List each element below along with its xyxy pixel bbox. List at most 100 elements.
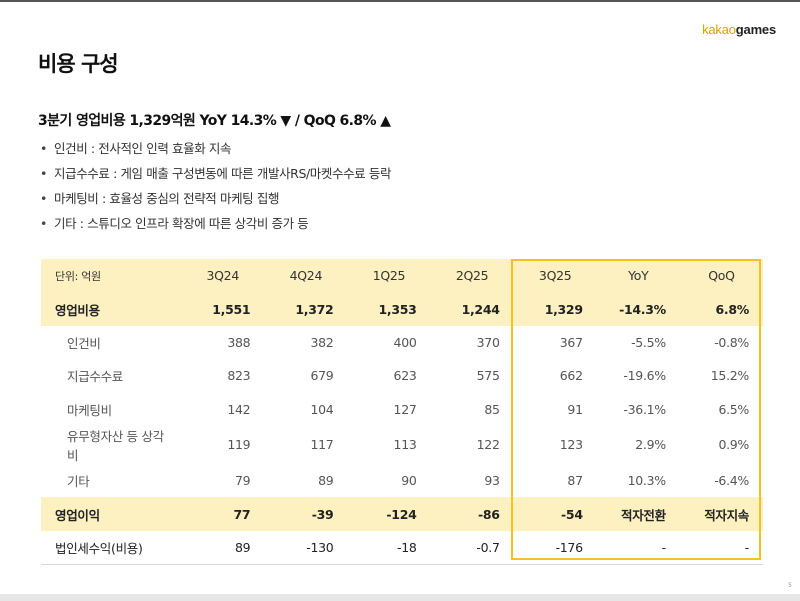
cell: 127 — [393, 401, 417, 417]
bullet-item: • 마케팅비 : 효율성 중심의 전략적 마케팅 집행 — [40, 190, 391, 215]
cell: 15.2% — [710, 368, 750, 384]
cell: 1,551 — [181, 292, 265, 326]
bullet-dot: • — [40, 141, 47, 156]
table-row-depreciation: 유무형자산 등 상각비 119 117 113 122 123 2.9% 0.9… — [41, 426, 763, 464]
cell: 0.9% — [718, 437, 749, 453]
table-row-fees: 지급수수료 823 679 623 575 662 -19.6% 15.2% — [41, 359, 763, 392]
cell: 382 — [310, 334, 334, 350]
cell: 575 — [476, 368, 500, 384]
cell: 400 — [393, 334, 417, 350]
cell: 90 — [401, 473, 417, 489]
cell: 122 — [476, 437, 500, 453]
header-1q25: 1Q25 — [347, 259, 431, 293]
cell: 적자지속 — [679, 497, 763, 531]
header-3q25: 3Q25 — [513, 259, 597, 293]
table-row-labor: 인건비 388 382 400 370 367 -5.5% -0.8% — [41, 326, 763, 359]
cell: -0.7 — [430, 530, 514, 565]
cell: 117 — [310, 437, 334, 453]
cell: 104 — [310, 401, 334, 417]
cell: -5.5% — [631, 334, 666, 350]
bullet-dot: • — [40, 216, 47, 231]
cell: 367 — [559, 334, 583, 350]
row-label: 유무형자산 등 상각비 — [67, 428, 164, 463]
row-label: 마케팅비 — [67, 402, 112, 418]
cell: 662 — [559, 368, 583, 384]
bullet-list: • 인건비 : 전사적인 인력 효율화 지속 • 지급수수료 : 게임 매출 구성변… — [40, 140, 391, 240]
cell: -36.1% — [623, 401, 666, 417]
cell: -39 — [264, 497, 348, 531]
cell: 1,353 — [347, 292, 431, 326]
cell: 370 — [476, 334, 500, 350]
row-label: 영업비용 — [41, 292, 182, 326]
cell: 113 — [393, 437, 417, 453]
bullet-dot: • — [40, 166, 47, 181]
table-row-income-tax: 법인세수익(비용) 89 -130 -18 -0.7 -176 - - — [41, 530, 763, 565]
cell: 77 — [181, 497, 265, 531]
bullet-item: • 기타 : 스튜디오 인프라 확장에 따른 상각비 증가 등 — [40, 215, 391, 240]
cell: 119 — [227, 437, 251, 453]
cell: 823 — [227, 368, 251, 384]
header-3q24: 3Q24 — [181, 259, 265, 293]
page-title: 비용 구성 — [38, 52, 119, 76]
bottom-bar — [0, 594, 800, 601]
header-yoy: YoY — [596, 259, 680, 293]
bullet-text: 지급수수료 : 게임 매출 구성변동에 따른 개발사RS/마켓수수료 등락 — [54, 166, 392, 181]
logo-kakao-text: kakao — [702, 22, 736, 37]
cell: 89 — [318, 473, 334, 489]
row-label: 인건비 — [67, 335, 101, 351]
cell: - — [596, 530, 680, 565]
cell: 1,372 — [264, 292, 348, 326]
cell: -14.3% — [596, 292, 680, 326]
cell: 388 — [227, 334, 251, 350]
cell: -86 — [430, 497, 514, 531]
page-number: 5 — [788, 582, 792, 589]
cell: -19.6% — [623, 368, 666, 384]
cell: 79 — [234, 473, 251, 489]
cell: 142 — [227, 401, 251, 417]
logo-games-text: games — [735, 22, 776, 37]
table-row-marketing: 마케팅비 142 104 127 85 91 -36.1% 6.5% — [41, 393, 763, 426]
row-label: 지급수수료 — [67, 369, 124, 385]
cell: 6.5% — [718, 401, 749, 417]
cell: 87 — [567, 473, 583, 489]
table-row-other: 기타 79 89 90 93 87 10.3% -6.4% — [41, 464, 763, 497]
row-label: 기타 — [67, 474, 90, 490]
header-qoq: QoQ — [679, 259, 763, 293]
bullet-item: • 인건비 : 전사적인 인력 효율화 지속 — [40, 140, 391, 165]
cell: -6.4% — [714, 473, 749, 489]
row-label: 영업이익 — [41, 497, 182, 531]
bullet-text: 인건비 : 전사적인 인력 효율화 지속 — [54, 141, 232, 156]
header-unit: 단위: 억원 — [41, 259, 182, 293]
cell: 123 — [559, 437, 583, 453]
cell: -130 — [264, 530, 348, 565]
cell: 85 — [484, 401, 500, 417]
kakaogames-logo: kakaogames — [702, 22, 776, 37]
cell: 6.8% — [679, 292, 763, 326]
bullet-item: • 지급수수료 : 게임 매출 구성변동에 따른 개발사RS/마켓수수료 등락 — [40, 165, 391, 190]
cell: 93 — [484, 473, 500, 489]
cell: -0.8% — [714, 334, 749, 350]
cost-table: 단위: 억원 3Q24 4Q24 1Q25 2Q25 3Q25 YoY QoQ … — [41, 259, 763, 565]
top-divider — [0, 0, 800, 2]
cell: -124 — [347, 497, 431, 531]
table-row-operating-expense: 영업비용 1,551 1,372 1,353 1,244 1,329 -14.3… — [41, 292, 763, 326]
cell: 679 — [310, 368, 334, 384]
table-header-row: 단위: 억원 3Q24 4Q24 1Q25 2Q25 3Q25 YoY QoQ — [41, 259, 763, 293]
cell: -18 — [347, 530, 431, 565]
bullet-text: 마케팅비 : 효율성 중심의 전략적 마케팅 집행 — [54, 191, 280, 206]
summary-headline: 3분기 영업비용 1,329억원 YoY 14.3% ▼ / QoQ 6.8% … — [38, 113, 391, 129]
cell: 623 — [393, 368, 417, 384]
header-2q25: 2Q25 — [430, 259, 514, 293]
cell: - — [679, 530, 763, 565]
cell: 10.3% — [627, 473, 667, 489]
cell: 적자전환 — [596, 497, 680, 531]
cell: 2.9% — [635, 437, 666, 453]
bullet-dot: • — [40, 191, 47, 206]
cell: -176 — [513, 530, 597, 565]
table-row-operating-profit: 영업이익 77 -39 -124 -86 -54 적자전환 적자지속 — [41, 497, 763, 531]
cell: 89 — [181, 530, 265, 565]
cell: -54 — [513, 497, 597, 531]
header-4q24: 4Q24 — [264, 259, 348, 293]
cell: 1,329 — [513, 292, 597, 326]
bullet-text: 기타 : 스튜디오 인프라 확장에 따른 상각비 증가 등 — [54, 216, 309, 231]
